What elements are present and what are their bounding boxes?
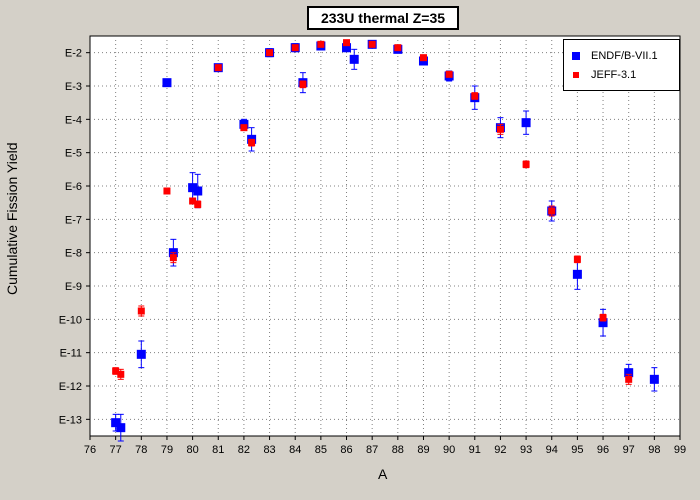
x-tick-label: 88 xyxy=(392,444,404,456)
x-tick-label: 78 xyxy=(135,444,147,456)
x-tick-label: 79 xyxy=(161,444,173,456)
plot-area xyxy=(89,35,681,437)
chart-title: 233U thermal Z=35 xyxy=(307,6,459,30)
data-point xyxy=(169,254,177,262)
data-point xyxy=(116,423,126,433)
legend: ENDF/B-VII.1 JEFF-3.1 xyxy=(563,39,680,91)
x-tick-label: 76 xyxy=(84,444,96,456)
x-tick-label: 96 xyxy=(597,444,609,456)
y-tick-label: E-8 xyxy=(65,248,82,260)
grid-lines xyxy=(90,36,680,436)
legend-item-jeff: JEFF-3.1 xyxy=(572,68,636,82)
x-tick-label: 86 xyxy=(340,444,352,456)
data-point xyxy=(136,349,146,359)
y-tick-label: E-13 xyxy=(59,414,82,426)
data-point xyxy=(343,39,351,47)
legend-marker-jeff xyxy=(573,72,579,78)
x-tick-label: 87 xyxy=(366,444,378,456)
x-tick-label: 94 xyxy=(546,444,558,456)
x-tick-label: 92 xyxy=(494,444,506,456)
x-tick-label: 80 xyxy=(186,444,198,456)
data-point xyxy=(342,43,352,53)
data-point xyxy=(599,314,607,322)
x-axis-label: A xyxy=(378,466,388,482)
x-tick-label: 91 xyxy=(469,444,481,456)
x-tick-label: 81 xyxy=(212,444,224,456)
x-tick-label: 77 xyxy=(110,444,122,456)
x-tick-label: 98 xyxy=(648,444,660,456)
y-tick-label: E-5 xyxy=(65,148,82,160)
y-axis-label-wrap: Cumulative Fission Yield xyxy=(4,142,24,315)
y-tick-label: E-11 xyxy=(60,348,82,360)
data-point xyxy=(163,187,171,195)
data-point xyxy=(649,374,659,384)
y-tick-label: E-6 xyxy=(65,181,82,193)
data-point xyxy=(194,200,202,208)
legend-marker-endf xyxy=(572,52,580,60)
data-point xyxy=(349,54,359,64)
data-point xyxy=(521,118,531,128)
y-axis-ticks: E-2 E-3 E-4 E-5 E-6 E-7 E-8 E-9 E-10 E-11 E-12 E-13 xyxy=(59,48,90,426)
data-point xyxy=(137,307,145,315)
y-tick-label: E-9 xyxy=(65,281,82,293)
data-point xyxy=(189,197,197,205)
x-tick-label: 95 xyxy=(571,444,583,456)
data-point xyxy=(112,367,120,375)
x-tick-label: 85 xyxy=(315,444,327,456)
data-point xyxy=(193,186,203,196)
series-jeff xyxy=(112,39,633,385)
x-tick-label: 99 xyxy=(674,444,686,456)
data-point xyxy=(445,70,453,78)
data-point xyxy=(162,78,172,88)
y-tick-label: E-12 xyxy=(59,381,82,393)
y-tick-label: E-2 xyxy=(65,48,82,60)
data-point xyxy=(240,124,248,132)
data-point xyxy=(188,183,198,193)
data-point xyxy=(299,80,307,88)
data-point xyxy=(248,139,256,147)
x-tick-label: 83 xyxy=(263,444,275,456)
data-point xyxy=(471,92,479,100)
data-point xyxy=(548,207,556,215)
y-tick-label: E-7 xyxy=(65,214,82,226)
data-point xyxy=(117,370,125,378)
y-tick-label: E-10 xyxy=(59,314,82,326)
data-point xyxy=(111,418,121,428)
data-point xyxy=(573,255,581,263)
data-point xyxy=(266,49,274,57)
legend-item-endf: ENDF/B-VII.1 xyxy=(572,49,658,63)
y-tick-label: E-3 xyxy=(65,81,82,93)
legend-label-jeff: JEFF-3.1 xyxy=(591,69,637,81)
y-axis-label: Cumulative Fission Yield xyxy=(4,142,20,295)
data-point xyxy=(496,125,504,133)
data-point xyxy=(598,318,608,328)
x-tick-label: 93 xyxy=(520,444,532,456)
x-tick-label: 90 xyxy=(443,444,455,456)
data-point xyxy=(291,44,299,52)
y-tick-label: E-4 xyxy=(65,114,82,126)
x-tick-label: 82 xyxy=(238,444,250,456)
data-point xyxy=(317,40,325,48)
data-point xyxy=(522,160,530,168)
legend-label-endf: ENDF/B-VII.1 xyxy=(591,50,658,62)
data-point xyxy=(368,40,376,48)
data-point xyxy=(419,54,427,62)
data-point xyxy=(394,44,402,52)
data-point xyxy=(625,375,633,383)
x-axis-ticks: 76 77 78 79 80 81 82 83 84 85 86 87 88 89 90 91 92 93 94 95… xyxy=(84,436,686,456)
data-point xyxy=(624,368,634,378)
x-tick-label: 84 xyxy=(289,444,301,456)
x-tick-label: 89 xyxy=(417,444,429,456)
data-point xyxy=(214,64,222,72)
x-tick-label: 97 xyxy=(623,444,635,456)
data-point xyxy=(572,269,582,279)
